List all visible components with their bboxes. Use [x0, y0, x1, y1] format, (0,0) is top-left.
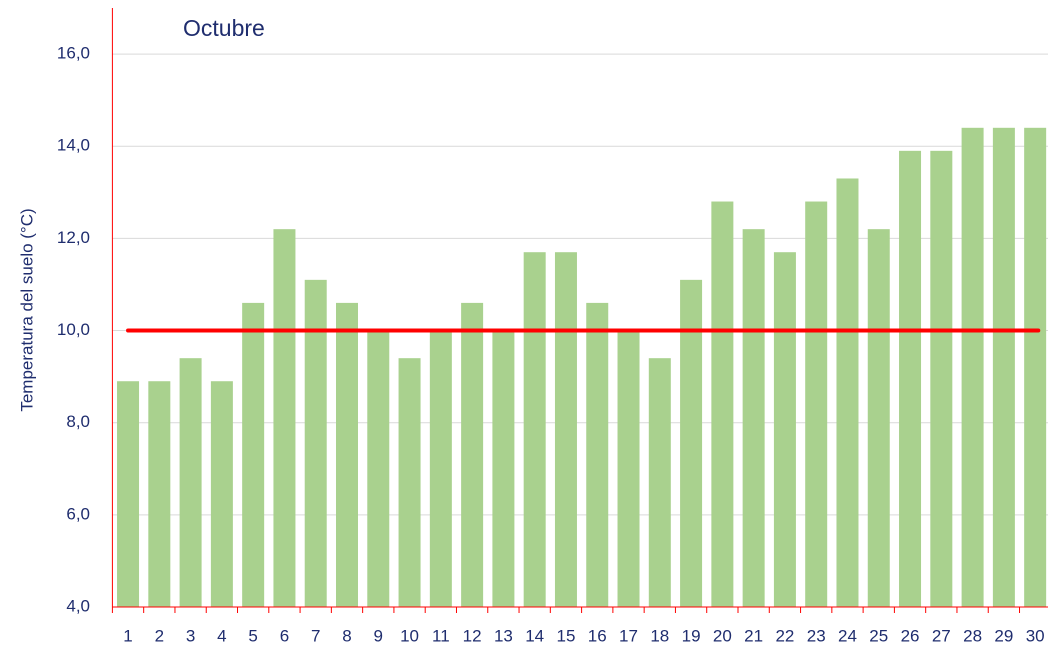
x-tick-label: 6: [280, 626, 289, 645]
x-tick-label: 10: [400, 626, 419, 645]
x-tick-label: 16: [588, 626, 607, 645]
bar: [711, 201, 734, 607]
x-tick-label: 30: [1026, 626, 1045, 645]
x-tick-label: 25: [869, 626, 888, 645]
y-tick-label: 6,0: [66, 504, 90, 523]
bar: [742, 229, 765, 607]
bar: [398, 358, 421, 607]
y-tick-label: 4,0: [66, 596, 90, 615]
y-axis-label: Temperatura del suelo (°C): [17, 208, 36, 411]
x-tick-label: 8: [342, 626, 351, 645]
bar: [117, 381, 140, 607]
bar: [805, 201, 828, 607]
x-tick-label: 2: [155, 626, 164, 645]
bar: [461, 302, 484, 607]
bar: [992, 127, 1015, 608]
bar: [867, 229, 890, 607]
x-tick-label: 29: [994, 626, 1013, 645]
y-tick-label: 14,0: [57, 136, 90, 155]
y-tick-label: 8,0: [66, 412, 90, 431]
x-tick-label: 23: [807, 626, 826, 645]
x-tick-label: 24: [838, 626, 857, 645]
bar: [899, 150, 922, 608]
bar: [336, 302, 358, 607]
y-tick-label: 16,0: [57, 44, 90, 63]
bar: [273, 229, 296, 607]
x-tick-label: 22: [775, 626, 794, 645]
bar: [961, 127, 984, 608]
x-tick-label: 5: [248, 626, 257, 645]
bar: [210, 381, 233, 607]
bar: [930, 150, 953, 608]
bar: [148, 381, 171, 607]
bar: [429, 330, 452, 607]
x-tick-label: 26: [901, 626, 920, 645]
bar: [367, 330, 390, 607]
x-tick-label: 3: [186, 626, 195, 645]
bar: [523, 252, 546, 607]
bar: [179, 358, 202, 607]
x-tick-label: 15: [556, 626, 575, 645]
chart-title: Octubre: [183, 15, 265, 41]
x-tick-label: 7: [311, 626, 320, 645]
x-tick-label: 13: [494, 626, 513, 645]
y-tick-label: 10,0: [57, 320, 90, 339]
x-tick-label: 17: [619, 626, 638, 645]
x-tick-label: 18: [650, 626, 669, 645]
bar: [836, 178, 859, 607]
bar: [242, 302, 265, 607]
x-tick-label: 14: [525, 626, 544, 645]
bar: [554, 252, 577, 607]
bar: [680, 279, 703, 607]
x-tick-label: 12: [463, 626, 482, 645]
x-tick-label: 28: [963, 626, 982, 645]
x-tick-label: 11: [432, 626, 450, 645]
bar: [773, 252, 796, 607]
bar: [648, 358, 671, 607]
bar: [304, 279, 327, 607]
x-tick-label: 1: [123, 626, 132, 645]
bar: [1024, 127, 1047, 608]
y-tick-label: 12,0: [57, 228, 90, 247]
x-tick-label: 21: [744, 626, 763, 645]
x-tick-label: 4: [217, 626, 226, 645]
x-tick-label: 20: [713, 626, 732, 645]
x-tick-label: 27: [932, 626, 951, 645]
bar: [617, 330, 640, 607]
x-tick-label: 19: [682, 626, 701, 645]
bar: [586, 302, 609, 607]
x-tick-label: 9: [374, 626, 383, 645]
bar: [492, 330, 515, 607]
